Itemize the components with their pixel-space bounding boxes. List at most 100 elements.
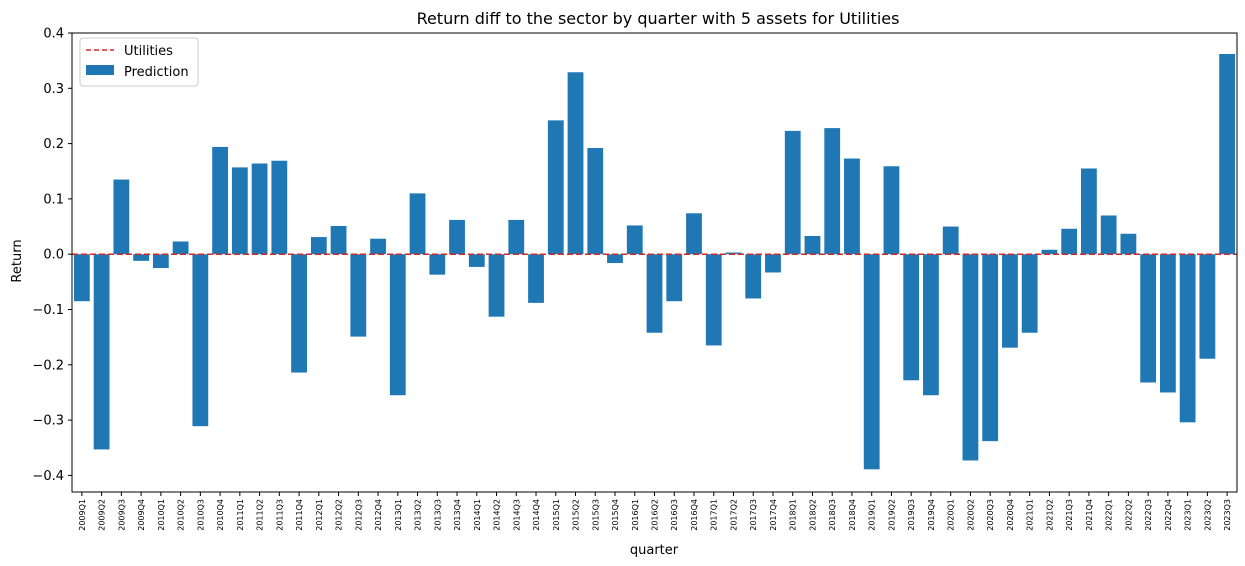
bar-2020Q3 xyxy=(982,254,999,442)
bar-2020Q2 xyxy=(962,254,979,461)
bar-2017Q1 xyxy=(705,254,722,346)
bar-2022Q1 xyxy=(1100,215,1117,255)
legend-label-prediction: Prediction xyxy=(124,65,189,80)
x-tick-label: 2021Q2 xyxy=(1045,499,1054,531)
bar-2014Q2 xyxy=(488,254,505,317)
bar-2021Q4 xyxy=(1081,168,1097,255)
bar-2022Q2 xyxy=(1120,233,1137,255)
x-tick-label: 2014Q1 xyxy=(473,499,482,531)
bar-2014Q1 xyxy=(468,254,485,267)
legend-label-utilities: Utilities xyxy=(124,44,173,59)
bar-2015Q1 xyxy=(547,120,564,255)
bar-2020Q1 xyxy=(942,226,959,255)
x-tick-label: 2022Q3 xyxy=(1144,499,1153,531)
x-tick-label: 2009Q4 xyxy=(137,499,146,531)
x-tick-label: 2019Q1 xyxy=(868,499,877,531)
x-tick-label: 2014Q2 xyxy=(493,499,502,531)
x-tick-label: 2021Q3 xyxy=(1065,499,1074,531)
bar-2021Q1 xyxy=(1021,254,1038,333)
bar-2017Q3 xyxy=(745,254,762,299)
x-tick-label: 2019Q4 xyxy=(927,499,936,531)
y-tick-label: 0.1 xyxy=(43,192,64,207)
x-tick-label: 2017Q2 xyxy=(729,499,738,531)
legend-bar-swatch xyxy=(86,65,114,75)
y-axis-ticks: −0.4 −0.3 −0.2 −0.1 0.0 0.1 0.2 0.3 0.4 xyxy=(32,27,72,484)
bar-2023Q1 xyxy=(1179,254,1196,423)
x-tick-label: 2012Q4 xyxy=(374,499,383,531)
x-tick-label: 2023Q1 xyxy=(1184,499,1193,531)
bar-2010Q2 xyxy=(172,241,189,255)
bar-2013Q3 xyxy=(429,254,446,275)
y-tick-label: −0.4 xyxy=(32,469,64,484)
x-tick-label: 2018Q1 xyxy=(789,499,798,531)
bar-2021Q3 xyxy=(1061,228,1078,255)
x-tick-label: 2015Q1 xyxy=(552,499,561,531)
bar-2019Q3 xyxy=(903,254,920,381)
x-tick-label: 2019Q3 xyxy=(907,499,916,531)
x-tick-label: 2014Q4 xyxy=(532,499,541,531)
bar-2018Q1 xyxy=(784,130,801,255)
bar-2010Q1 xyxy=(152,254,169,269)
bar-2018Q3 xyxy=(824,128,841,255)
bar-2010Q4 xyxy=(212,146,228,255)
x-tick-label: 2013Q4 xyxy=(453,499,462,531)
bar-2011Q2 xyxy=(251,163,268,255)
x-tick-label: 2010Q1 xyxy=(157,499,166,531)
bar-2012Q3 xyxy=(350,254,367,337)
x-axis-ticks: 2009Q1 2009Q2 2009Q3 2009Q4 2010Q1 2010Q2 2010… xyxy=(78,492,1232,531)
x-tick-label: 2018Q3 xyxy=(828,499,837,531)
x-tick-label: 2009Q1 xyxy=(78,499,87,531)
y-tick-label: −0.2 xyxy=(32,358,64,373)
bar-2019Q2 xyxy=(883,166,900,255)
bar-2014Q3 xyxy=(508,219,525,255)
x-tick-label: 2016Q4 xyxy=(690,499,699,531)
x-tick-label: 2016Q2 xyxy=(651,499,660,531)
bar-2019Q1 xyxy=(863,254,880,470)
x-tick-label: 2013Q2 xyxy=(414,499,423,531)
x-tick-label: 2016Q3 xyxy=(670,499,679,531)
bar-2017Q4 xyxy=(765,254,781,273)
x-tick-label: 2020Q2 xyxy=(966,499,975,531)
bar-2019Q4 xyxy=(923,254,939,396)
x-tick-label: 2011Q4 xyxy=(295,499,304,531)
bar-2012Q2 xyxy=(330,226,347,255)
x-tick-label: 2023Q3 xyxy=(1223,499,1232,531)
bar-2013Q1 xyxy=(389,254,406,396)
x-tick-label: 2010Q3 xyxy=(196,499,205,531)
x-tick-label: 2018Q2 xyxy=(808,499,817,531)
x-tick-label: 2015Q3 xyxy=(591,499,600,531)
x-tick-label: 2020Q3 xyxy=(986,499,995,531)
legend: Utilities Prediction xyxy=(79,37,199,87)
bar-2023Q3 xyxy=(1219,54,1236,255)
x-tick-label: 2010Q4 xyxy=(216,499,225,531)
x-tick-label: 2017Q4 xyxy=(769,499,778,531)
bar-2017Q2 xyxy=(725,252,742,255)
x-tick-label: 2009Q3 xyxy=(117,499,126,531)
bar-2018Q2 xyxy=(804,235,821,255)
x-tick-label: 2016Q1 xyxy=(631,499,640,531)
x-tick-label: 2023Q2 xyxy=(1203,499,1212,531)
bar-2016Q3 xyxy=(666,254,683,302)
y-axis-label: Return xyxy=(10,239,25,282)
x-tick-label: 2020Q1 xyxy=(947,499,956,531)
x-tick-label: 2021Q1 xyxy=(1026,499,1035,531)
x-tick-label: 2017Q3 xyxy=(749,499,758,531)
bar-2023Q2 xyxy=(1199,254,1216,359)
x-tick-label: 2017Q1 xyxy=(710,499,719,531)
x-tick-label: 2019Q2 xyxy=(887,499,896,531)
x-tick-label: 2012Q2 xyxy=(335,499,344,531)
bar-2016Q2 xyxy=(646,254,663,333)
bar-2011Q1 xyxy=(231,167,248,255)
bar-2016Q1 xyxy=(626,225,643,255)
bar-2015Q2 xyxy=(567,72,584,255)
x-tick-label: 2013Q3 xyxy=(433,499,442,531)
x-tick-label: 2022Q1 xyxy=(1105,499,1114,531)
x-tick-label: 2013Q1 xyxy=(394,499,403,531)
x-tick-label: 2011Q1 xyxy=(236,499,245,531)
bar-2013Q2 xyxy=(409,193,426,255)
bar-2022Q3 xyxy=(1140,254,1157,383)
bar-2009Q4 xyxy=(133,254,150,261)
bar-2014Q4 xyxy=(528,254,544,303)
bar-2009Q2 xyxy=(93,254,110,450)
